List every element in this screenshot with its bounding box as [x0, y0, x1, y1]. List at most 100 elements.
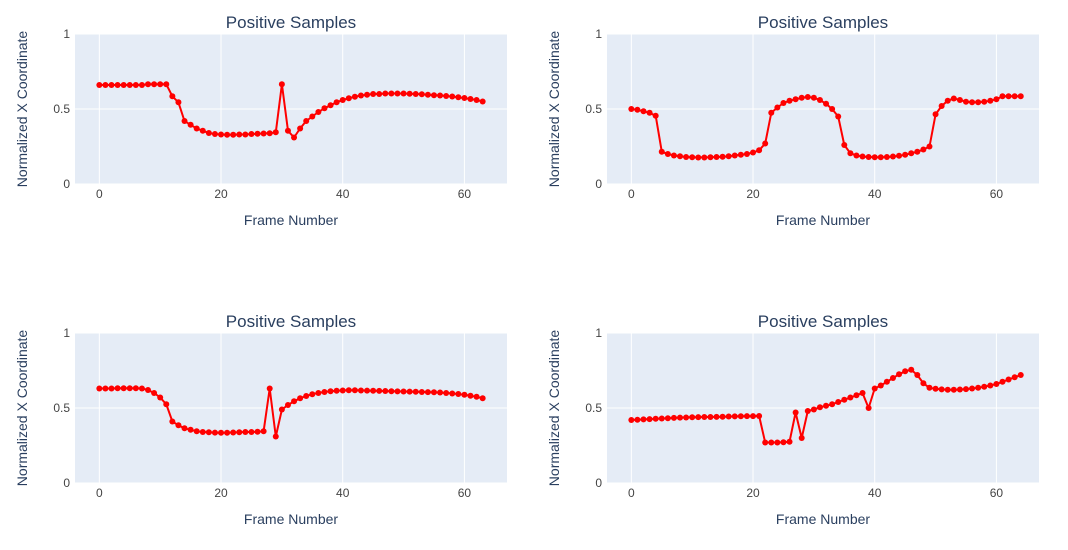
data-point — [345, 387, 352, 394]
data-point — [707, 414, 714, 420]
y-tick-label: 0 — [595, 476, 602, 490]
data-point — [163, 401, 170, 408]
data-point — [205, 429, 212, 436]
x-tick-label: 60 — [458, 187, 472, 201]
data-point — [430, 92, 437, 99]
data-point — [187, 426, 194, 433]
data-point — [163, 81, 170, 88]
data-point — [841, 142, 848, 148]
y-tick-label: 1 — [63, 27, 70, 41]
data-point — [944, 97, 951, 104]
subplot-3: 0 20 40 60 0 0.5 1 Positive Samples Frame Number… — [14, 312, 507, 527]
data-point — [437, 389, 444, 396]
data-point — [999, 378, 1006, 385]
data-point — [975, 384, 982, 391]
data-point — [701, 154, 708, 161]
data-point — [376, 387, 383, 394]
data-point — [634, 106, 641, 113]
data-point — [658, 415, 665, 422]
chart-title: Positive Samples — [226, 312, 356, 331]
x-tick-label: 20 — [746, 187, 760, 201]
data-point — [339, 387, 346, 394]
data-point — [725, 153, 732, 160]
data-point — [424, 389, 431, 396]
data-point — [750, 149, 757, 156]
data-point — [713, 154, 720, 160]
data-point — [883, 154, 890, 160]
data-point — [315, 390, 322, 396]
data-point — [418, 91, 425, 98]
data-point — [157, 394, 164, 401]
data-point — [309, 113, 316, 120]
data-point — [412, 91, 419, 97]
x-axis-label: Frame Number — [776, 511, 870, 527]
data-point — [1017, 372, 1024, 378]
data-point — [762, 140, 769, 147]
data-point — [205, 130, 212, 136]
y-tick-label: 0 — [63, 476, 70, 490]
data-point — [284, 127, 291, 134]
data-point — [266, 385, 273, 392]
data-point — [841, 396, 848, 403]
data-point — [950, 386, 957, 393]
x-tick-label: 20 — [746, 486, 760, 500]
y-tick-label: 0 — [595, 177, 602, 191]
x-tick-label: 40 — [336, 486, 350, 500]
data-point — [418, 388, 425, 395]
data-point — [713, 413, 720, 420]
x-axis-label: Frame Number — [776, 212, 870, 228]
data-point — [786, 438, 793, 445]
data-point — [467, 95, 474, 102]
data-point — [859, 153, 866, 160]
data-point — [388, 90, 395, 97]
data-point — [634, 416, 641, 423]
data-point — [756, 147, 763, 154]
data-point — [278, 81, 285, 88]
data-point — [120, 82, 127, 88]
data-point — [467, 392, 474, 399]
data-point — [640, 416, 647, 423]
data-point — [218, 429, 225, 436]
y-axis-label: Normalized X Coordinate — [14, 330, 30, 487]
data-point — [908, 366, 915, 373]
data-point — [211, 429, 218, 436]
data-point — [145, 81, 152, 88]
data-point — [683, 154, 690, 160]
data-point — [695, 414, 702, 421]
data-point — [224, 131, 231, 138]
data-point — [896, 152, 903, 159]
data-point — [695, 154, 702, 161]
data-point — [357, 387, 364, 394]
data-point — [1011, 374, 1018, 381]
data-point — [236, 131, 243, 138]
x-tick-label: 0 — [628, 187, 635, 201]
data-point — [406, 90, 413, 97]
data-point — [102, 385, 109, 392]
data-point — [157, 81, 164, 88]
data-point — [658, 148, 665, 155]
subplot-2: 0 20 40 60 0 0.5 1 Positive Samples Frame Number… — [546, 13, 1039, 228]
data-point — [193, 428, 200, 435]
x-tick-label: 40 — [868, 187, 882, 201]
data-point — [145, 387, 152, 393]
data-point — [254, 130, 261, 137]
data-point — [853, 392, 860, 399]
data-point — [932, 385, 939, 392]
data-point — [394, 388, 401, 395]
data-point — [394, 90, 401, 97]
data-point — [1005, 376, 1012, 383]
data-point — [260, 428, 267, 435]
data-point — [254, 428, 261, 435]
data-point — [847, 150, 854, 157]
chart-title: Positive Samples — [758, 13, 888, 32]
data-point — [670, 152, 677, 159]
data-point — [798, 94, 805, 101]
data-point — [816, 97, 823, 103]
data-point — [743, 151, 750, 157]
data-point — [987, 97, 994, 104]
data-point — [859, 390, 866, 396]
data-point — [479, 98, 486, 105]
data-point — [1005, 93, 1012, 100]
data-point — [473, 393, 480, 400]
data-point — [327, 388, 334, 395]
